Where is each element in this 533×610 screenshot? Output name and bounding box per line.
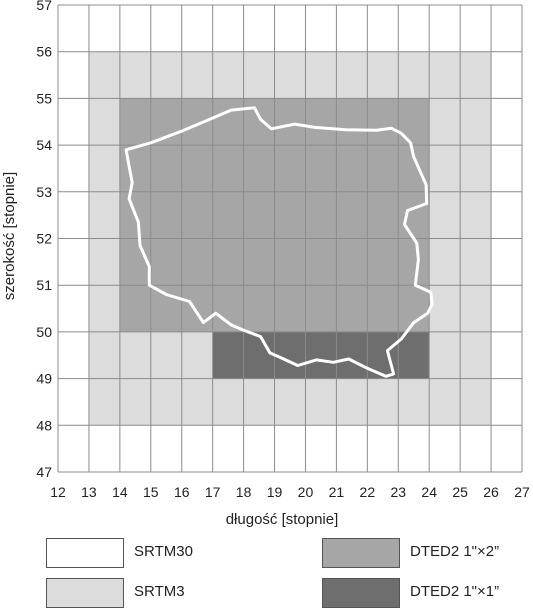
- x-tick-label: 16: [174, 484, 190, 500]
- x-tick-label: 27: [514, 484, 530, 500]
- x-tick-label: 26: [483, 484, 499, 500]
- y-tick-label: 55: [36, 90, 52, 106]
- x-tick-label: 14: [112, 484, 128, 500]
- legend-swatch-srtm30: [46, 538, 124, 568]
- x-tick-label: 15: [143, 484, 159, 500]
- y-tick-label: 47: [36, 464, 52, 480]
- x-tick-label: 21: [329, 484, 345, 500]
- y-tick-label: 49: [36, 371, 52, 387]
- coverage-dted2_1x1: [212, 331, 430, 379]
- legend-label-dted2-1x2: DTED2 1"×2”: [410, 543, 500, 560]
- x-tick-label: 20: [298, 484, 314, 500]
- x-tick-label: 25: [452, 484, 468, 500]
- x-tick-label: 23: [390, 484, 406, 500]
- legend-swatch-dted2-1x1: [322, 578, 400, 608]
- y-tick-label: 48: [36, 417, 52, 433]
- y-tick-label: 54: [36, 137, 52, 153]
- legend-label-srtm30: SRTM30: [134, 543, 193, 560]
- y-tick-label: 51: [36, 277, 52, 293]
- y-tick-label: 50: [36, 324, 52, 340]
- x-tick-label: 17: [205, 484, 221, 500]
- y-tick-labels: 47 48 49 50 51 52 53 54 55 56 57: [36, 0, 52, 480]
- x-tick-labels: 12 13 14 15 16 17 18 19 20 21 22 23 24 25 26 27: [50, 484, 530, 500]
- x-tick-label: 24: [421, 484, 437, 500]
- legend-label-srtm3: SRTM3: [134, 583, 185, 600]
- x-tick-label: 18: [236, 484, 252, 500]
- x-tick-label: 13: [81, 484, 97, 500]
- y-tick-label: 57: [36, 0, 52, 13]
- legend-swatch-srtm3: [46, 578, 124, 608]
- legend-swatch-dted2-1x2: [322, 538, 400, 568]
- coverage-map: 12 13 14 15 16 17 18 19 20 21 22 23 24 25 26 27 47 48 49 5…: [1, 0, 530, 528]
- x-tick-label: 22: [360, 484, 376, 500]
- grid-lines: [57, 4, 523, 473]
- poland-border-outline: [124, 106, 434, 378]
- y-tick-label: 53: [36, 184, 52, 200]
- x-tick-label: 12: [50, 484, 66, 500]
- legend-label-dted2-1x1: DTED2 1"×1”: [410, 583, 500, 600]
- y-axis-label: szerokość [stopnie]: [1, 172, 18, 300]
- x-axis-label: długość [stopnie]: [226, 511, 339, 528]
- x-tick-label: 19: [267, 484, 283, 500]
- y-tick-label: 52: [36, 231, 52, 247]
- y-tick-label: 56: [36, 44, 52, 60]
